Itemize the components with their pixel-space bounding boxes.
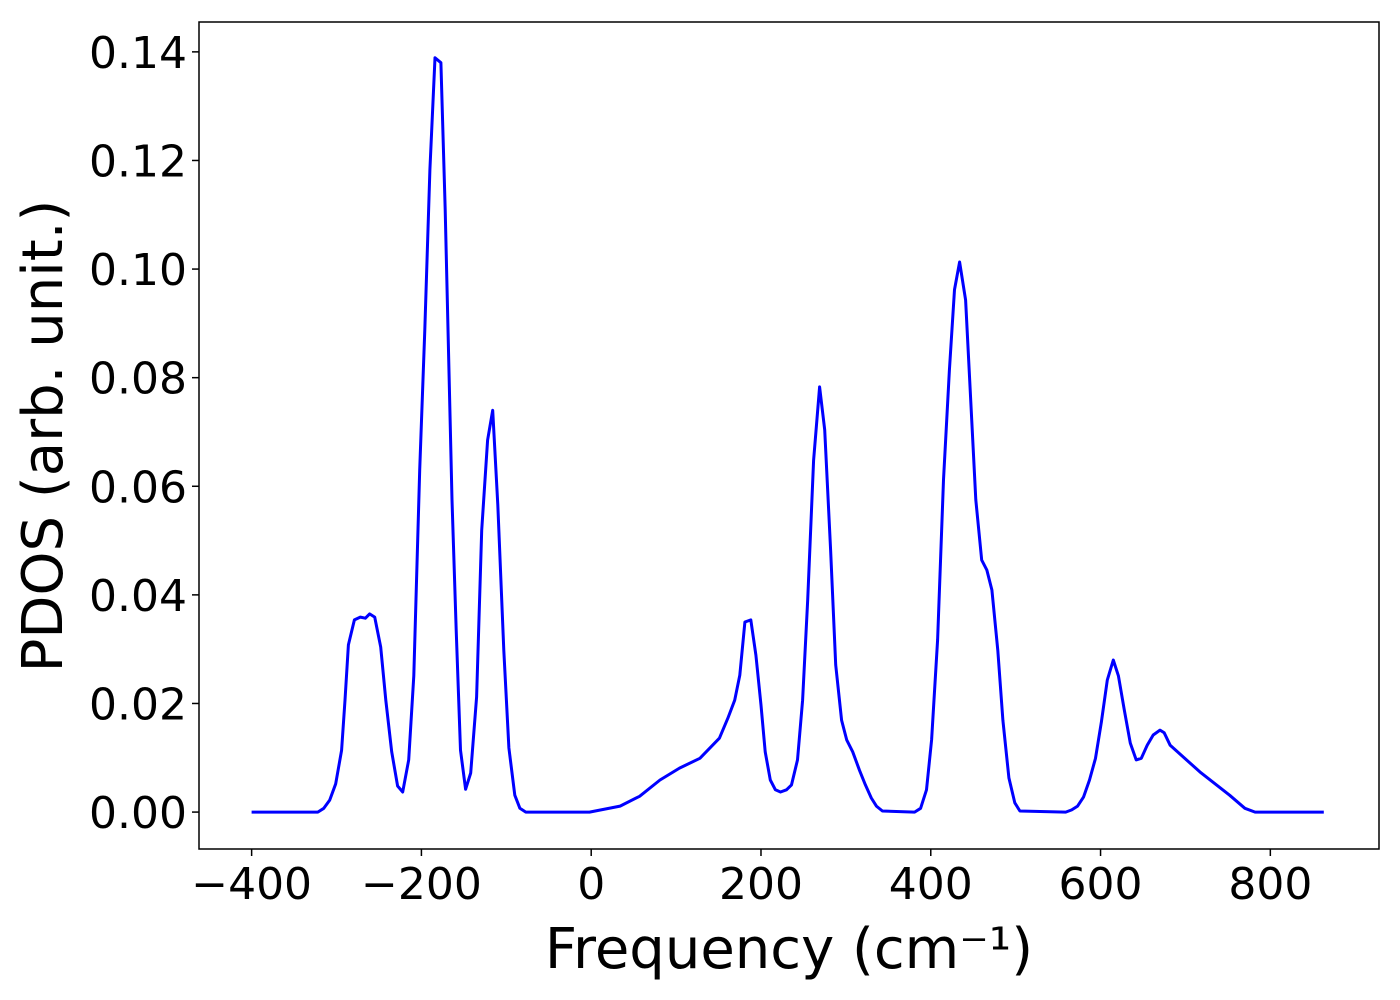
x-tick-label: 400	[889, 859, 973, 910]
y-tick-label: 0.02	[89, 679, 187, 730]
x-tick-label: −400	[191, 859, 312, 910]
y-axis-label: PDOS (arb. unit.)	[11, 200, 76, 673]
x-tick-label: 0	[577, 859, 605, 910]
y-tick-label: 0.08	[89, 354, 187, 405]
y-tick-label: 0.14	[89, 28, 187, 79]
y-tick-label: 0.12	[89, 136, 187, 187]
plot-frame	[198, 21, 1380, 850]
y-tick-label: 0.06	[89, 462, 187, 513]
y-tick-label: 0.10	[89, 245, 187, 296]
x-tick-label: 600	[1059, 859, 1143, 910]
y-tick-label: 0.04	[89, 571, 187, 622]
line	[251, 56, 1324, 814]
x-tick-label: 200	[719, 859, 803, 910]
y-tick-label: 0.00	[89, 788, 187, 839]
x-tick-label: 800	[1228, 859, 1312, 910]
x-tick-label: −200	[361, 859, 482, 910]
x-axis-label: Frequency (cm⁻¹)	[545, 917, 1033, 982]
